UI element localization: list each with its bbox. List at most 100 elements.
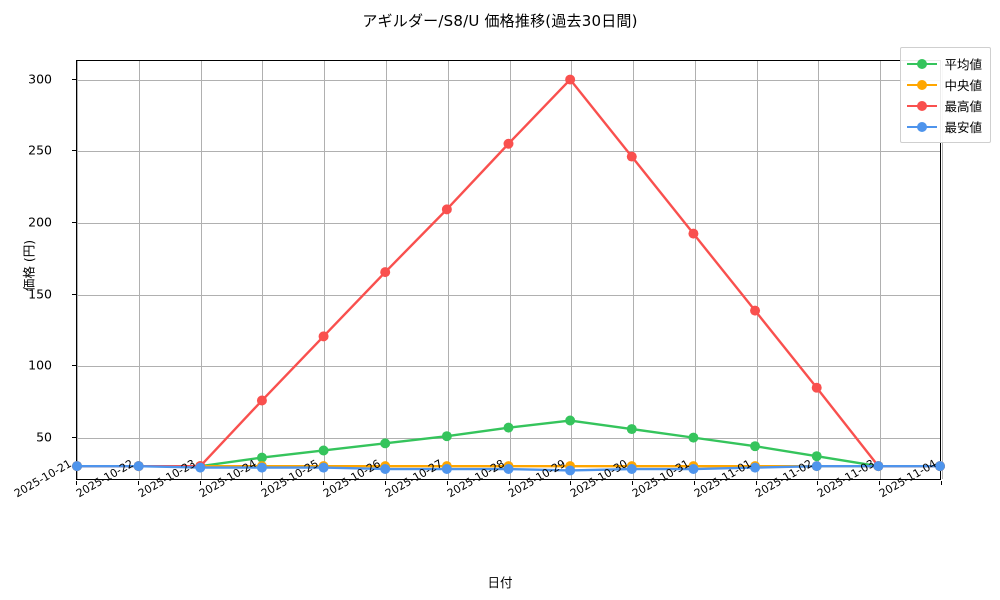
legend-swatch-icon bbox=[907, 121, 938, 133]
x-tick-mark bbox=[941, 481, 942, 485]
grid-line-horizontal bbox=[77, 294, 940, 296]
y-tick-mark bbox=[72, 365, 76, 367]
x-axis-title: 日付 bbox=[487, 575, 513, 590]
chart-title: アギルダー/S8/U 価格推移(過去30日間) bbox=[362, 12, 638, 30]
grid-line-vertical bbox=[571, 61, 573, 479]
x-tick-mark bbox=[384, 481, 386, 485]
x-tick-mark bbox=[632, 481, 634, 485]
grid-line-horizontal bbox=[77, 437, 940, 439]
grid-line-vertical bbox=[200, 61, 202, 479]
grid-line-horizontal bbox=[77, 79, 940, 81]
legend-item-最安値[interactable]: 最安値 bbox=[907, 116, 982, 137]
grid-line-vertical bbox=[818, 61, 820, 479]
data-point bbox=[503, 138, 514, 149]
data-point bbox=[565, 415, 576, 426]
y-tick-label: 100 bbox=[28, 357, 52, 373]
data-point bbox=[72, 461, 82, 472]
data-point bbox=[873, 461, 884, 472]
data-point bbox=[565, 74, 576, 85]
grid-line-vertical bbox=[633, 61, 635, 479]
data-point bbox=[256, 395, 267, 406]
y-tick-label: 200 bbox=[28, 214, 52, 230]
legend-swatch-icon bbox=[907, 79, 938, 91]
x-tick-mark bbox=[199, 481, 201, 485]
data-point bbox=[626, 151, 637, 162]
data-point bbox=[811, 382, 822, 393]
grid-line-vertical bbox=[77, 61, 78, 479]
data-point bbox=[750, 462, 761, 473]
data-point bbox=[380, 267, 391, 278]
grid-line-vertical bbox=[694, 61, 696, 479]
data-point bbox=[750, 441, 761, 452]
data-point bbox=[195, 462, 206, 473]
y-axis-title: 価格 (円) bbox=[21, 239, 37, 292]
grid-line-vertical bbox=[880, 61, 882, 479]
x-tick-mark bbox=[879, 481, 881, 485]
y-tick-mark bbox=[72, 293, 76, 295]
y-tick-mark bbox=[72, 436, 76, 438]
data-point bbox=[503, 464, 514, 474]
data-point bbox=[441, 431, 452, 442]
plot-area bbox=[72, 60, 945, 480]
data-point bbox=[565, 465, 576, 476]
data-point bbox=[626, 424, 637, 435]
grid-line-vertical bbox=[447, 61, 449, 479]
data-point bbox=[441, 204, 452, 215]
series-line-最高値 bbox=[75, 78, 942, 468]
x-tick-mark bbox=[76, 481, 77, 485]
data-point bbox=[133, 461, 144, 472]
data-point bbox=[318, 445, 329, 456]
data-point bbox=[318, 462, 329, 473]
data-point bbox=[626, 464, 637, 474]
data-point bbox=[380, 438, 391, 449]
data-point bbox=[318, 331, 329, 342]
legend-item-平均値[interactable]: 平均値 bbox=[907, 53, 982, 74]
x-tick-mark bbox=[508, 481, 510, 485]
y-tick-mark bbox=[72, 221, 76, 223]
data-point bbox=[811, 451, 822, 462]
grid-line-vertical bbox=[324, 61, 326, 479]
legend-item-最高値[interactable]: 最高値 bbox=[907, 95, 982, 116]
x-tick-mark bbox=[817, 481, 819, 485]
grid-line-vertical bbox=[756, 61, 758, 479]
grid-line-vertical bbox=[942, 61, 943, 479]
x-tick-mark bbox=[446, 481, 448, 485]
legend: 平均値中央値最高値最安値 bbox=[900, 47, 991, 143]
legend-item-中央値[interactable]: 中央値 bbox=[907, 74, 982, 95]
grid-line-vertical bbox=[138, 61, 140, 479]
legend-label: 最高値 bbox=[944, 99, 982, 114]
data-point bbox=[256, 462, 267, 473]
grid-line-vertical bbox=[262, 61, 264, 479]
data-point bbox=[380, 464, 391, 474]
x-tick-mark bbox=[323, 481, 325, 485]
data-point bbox=[935, 461, 945, 472]
y-tick-label: 150 bbox=[28, 286, 52, 302]
y-tick-label: 250 bbox=[28, 142, 52, 158]
data-point bbox=[750, 305, 761, 316]
x-tick-mark bbox=[570, 481, 572, 485]
y-tick-mark bbox=[72, 78, 76, 80]
legend-label: 中央値 bbox=[944, 78, 982, 93]
legend-label: 平均値 bbox=[944, 57, 982, 72]
y-tick-label: 50 bbox=[36, 429, 52, 445]
data-point bbox=[256, 452, 267, 463]
legend-swatch-icon bbox=[907, 100, 938, 112]
x-tick-mark bbox=[137, 481, 139, 485]
data-point bbox=[811, 461, 822, 472]
legend-swatch-icon bbox=[907, 58, 938, 70]
legend-label: 最安値 bbox=[944, 120, 982, 135]
data-point bbox=[688, 432, 699, 443]
y-tick-label: 300 bbox=[28, 71, 52, 87]
y-tick-mark bbox=[72, 150, 76, 152]
grid-line-horizontal bbox=[77, 366, 940, 368]
data-point bbox=[503, 422, 514, 433]
data-point bbox=[688, 228, 699, 239]
grid-line-vertical bbox=[509, 61, 511, 479]
grid-line-horizontal bbox=[77, 151, 940, 153]
x-tick-mark bbox=[755, 481, 757, 485]
x-tick-mark bbox=[261, 481, 263, 485]
data-point bbox=[441, 464, 452, 474]
data-point bbox=[688, 464, 699, 474]
series-layer bbox=[72, 74, 945, 476]
